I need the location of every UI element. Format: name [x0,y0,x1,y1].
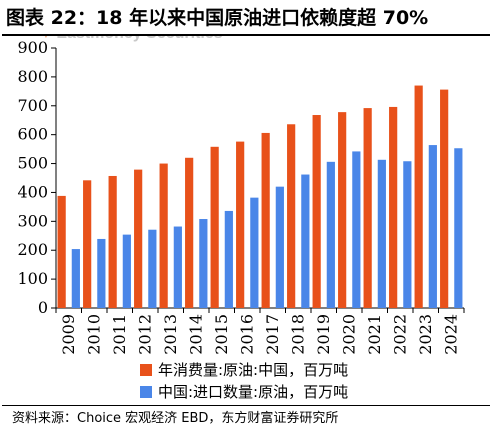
legend: 年消费量:原油:中国，百万吨 中国:进口数量:原油，百万吨 [140,359,480,403]
x-tick-label: 2020 [339,314,358,355]
legend-swatch-imports [140,386,152,398]
bar-consumption-2017 [261,132,270,308]
x-tick-label: 2018 [288,314,307,355]
bar-consumption-2013 [159,163,168,308]
x-tick-label: 2011 [110,314,129,355]
chart-title: 图表 22：18 年以来中国原油进口依赖度超 70% [6,7,429,29]
bar-imports-2016 [250,197,259,308]
x-tick-label: 2019 [314,314,333,355]
x-tick-label: 2013 [161,314,180,355]
bar-consumption-2023 [414,85,423,308]
bar-consumption-2019 [312,115,321,309]
bar-imports-2022 [403,161,412,308]
legend-label-consumption: 年消费量:原油:中国，百万吨 [158,361,349,379]
bar-imports-2018 [301,174,310,308]
legend-item-consumption: 年消费量:原油:中国，百万吨 [140,359,480,381]
bar-imports-2021 [377,159,386,308]
y-tick-label: 100 [17,269,48,288]
bar-consumption-2024 [440,89,449,308]
y-tick-label: 600 [17,125,48,144]
y-tick-label: 700 [17,96,48,115]
bar-imports-2019 [326,161,335,308]
bar-consumption-2010 [83,180,92,308]
bar-consumption-2015 [210,146,219,308]
plot-area: 0 100 200 300 400 500 600 700 800 900 2009 2010 2011… [17,38,465,355]
y-tick-label: 0 [38,298,48,317]
legend-swatch-consumption [140,364,152,376]
watermark: ▼ Eastmoney Securities [40,34,280,44]
y-tick-label: 500 [17,154,48,173]
bar-imports-2020 [352,151,361,308]
bar-consumption-2009 [57,195,66,308]
legend-label-imports: 中国:进口数量:原油，百万吨 [158,383,349,401]
x-tick-label: 2022 [390,314,409,355]
x-tick-label: 2017 [263,314,282,355]
x-tick-label: 2016 [237,314,256,355]
x-tick-label: 2012 [135,314,154,355]
x-tick-label: 2021 [365,314,384,355]
bar-imports-2011 [122,234,131,308]
y-tick-label: 900 [17,38,48,57]
x-tick-label: 2010 [84,314,103,355]
x-tick-label: 2024 [441,314,460,355]
source-note: 资料来源：Choice 宏观经济 EBD，东方财富证券研究所 [12,411,339,426]
bar-chart: 0 100 200 300 400 500 600 700 800 900 2009 2010 2011… [17,38,465,355]
bar-consumption-2012 [134,169,143,308]
y-tick-label: 300 [17,211,48,230]
bar-imports-2023 [428,145,437,308]
bar-imports-2013 [173,226,182,308]
title-divider [2,34,490,36]
bar-consumption-2022 [389,106,398,308]
source-divider [2,405,490,406]
bar-consumption-2014 [185,157,194,308]
y-tick-label: 800 [17,67,48,86]
watermark-logo-icon: ▼ [40,34,52,41]
x-tick-label: 2014 [186,314,205,355]
bar-imports-2024 [454,148,463,308]
bar-consumption-2018 [287,124,296,309]
bar-imports-2010 [97,238,106,308]
legend-item-imports: 中国:进口数量:原油，百万吨 [140,381,480,403]
y-tick-label: 400 [17,182,48,201]
bar-consumption-2011 [108,175,117,308]
watermark-text: Eastmoney Securities [56,34,222,42]
bar-imports-2015 [224,210,233,308]
bar-imports-2012 [148,229,157,308]
bar-consumption-2021 [363,108,372,308]
x-tick-label: 2009 [59,314,78,355]
y-tick-label: 200 [17,240,48,259]
bar-consumption-2016 [236,141,245,308]
bar-consumption-2020 [338,112,347,308]
bar-imports-2009 [71,249,80,308]
bar-imports-2014 [199,219,208,308]
bar-imports-2017 [275,186,284,308]
x-tick-label: 2023 [416,314,435,355]
x-tick-label: 2015 [212,314,231,355]
